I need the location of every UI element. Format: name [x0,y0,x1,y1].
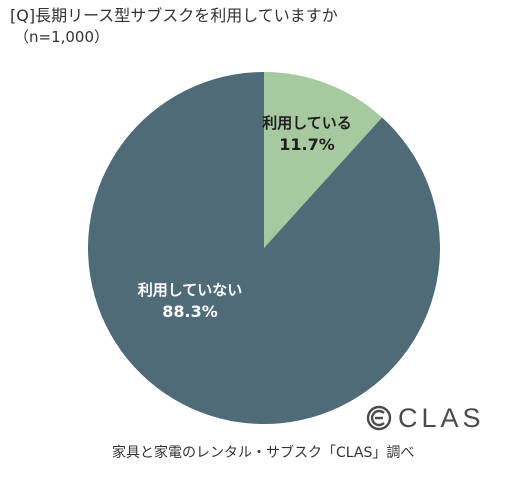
pie-slice-1 [264,72,383,248]
pie-labels: 利用している 11.7% 利用していない 88.3% [138,114,352,321]
slice-category-label-1: 利用している [262,114,352,132]
chart-subtitle: （n=1,000） [14,28,110,46]
brand-logo: CLAS [366,403,485,433]
pie-slices [88,72,440,424]
clas-logo-icon [366,405,392,431]
pie-slice-2 [88,72,440,424]
slice-value-label-1: 11.7% [279,135,335,154]
slice-category-label-2: 利用していない [138,281,243,299]
source-credit: 家具と家電のレンタル・サブスク「CLAS」調べ [112,445,415,461]
slice-value-label-2: 88.3% [162,302,218,321]
chart-title: [Q]長期リース型サブスクを利用していますか [10,6,338,25]
logo-text: CLAS [398,403,485,433]
